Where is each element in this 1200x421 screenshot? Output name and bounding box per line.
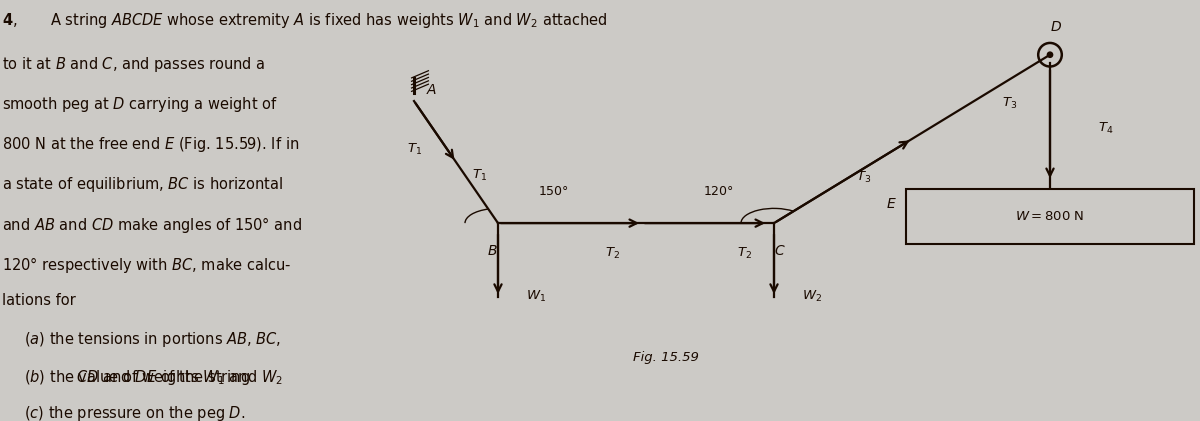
Text: to it at $\mathit{B}$ and $\mathit{C}$, and passes round a: to it at $\mathit{B}$ and $\mathit{C}$, … — [2, 55, 266, 74]
Text: a state of equilibrium, $\mathit{BC}$ is horizontal: a state of equilibrium, $\mathit{BC}$ is… — [2, 175, 283, 194]
Text: $T_2$: $T_2$ — [605, 246, 619, 261]
Text: $T_3$: $T_3$ — [1002, 96, 1018, 111]
Text: A string $\mathit{ABCDE}$ whose extremity $\mathit{A}$ is fixed has weights $\ma: A string $\mathit{ABCDE}$ whose extremit… — [50, 11, 608, 29]
Text: $T_1$: $T_1$ — [407, 142, 422, 157]
Ellipse shape — [1048, 52, 1052, 57]
Text: and $\mathit{AB}$ and $\mathit{CD}$ make angles of 150° and: and $\mathit{AB}$ and $\mathit{CD}$ make… — [2, 215, 302, 235]
Text: $B$: $B$ — [487, 244, 497, 258]
Text: $\mathbf{4}$,: $\mathbf{4}$, — [2, 11, 18, 29]
Text: $T_3$: $T_3$ — [857, 170, 871, 185]
Text: $W = 800\ \mathrm{N}$: $W = 800\ \mathrm{N}$ — [1015, 210, 1085, 223]
Text: ($b$) the value of weights $\mathit{W}_1$ and $\mathit{W}_2$: ($b$) the value of weights $\mathit{W}_1… — [24, 368, 283, 387]
Text: Fig. 15.59: Fig. 15.59 — [634, 352, 698, 364]
Text: ($c$) the pressure on the peg $\mathit{D}$.: ($c$) the pressure on the peg $\mathit{D… — [24, 404, 245, 421]
Text: $W_1$: $W_1$ — [526, 289, 546, 304]
Text: 120° respectively with $\mathit{BC}$, make calcu-: 120° respectively with $\mathit{BC}$, ma… — [2, 255, 292, 275]
Text: $A$: $A$ — [426, 83, 437, 97]
Text: lations for: lations for — [2, 293, 76, 308]
Text: $D$: $D$ — [1050, 20, 1062, 34]
FancyBboxPatch shape — [906, 189, 1194, 244]
Text: $T_1$: $T_1$ — [473, 168, 487, 183]
Text: $T_4$: $T_4$ — [1098, 121, 1114, 136]
Text: $\mathit{CD}$ and $\mathit{DE}$ of the string: $\mathit{CD}$ and $\mathit{DE}$ of the s… — [58, 368, 250, 387]
Text: $C$: $C$ — [774, 244, 786, 258]
Text: $E$: $E$ — [886, 197, 896, 211]
Text: ($a$) the tensions in portions $\mathit{AB}$, $\mathit{BC}$,: ($a$) the tensions in portions $\mathit{… — [24, 330, 281, 349]
Text: smooth peg at $\mathit{D}$ carrying a weight of: smooth peg at $\mathit{D}$ carrying a we… — [2, 95, 278, 114]
Text: $150°$: $150°$ — [538, 185, 569, 198]
Text: 800 N at the free end $\mathit{E}$ (Fig. 15.59). If in: 800 N at the free end $\mathit{E}$ (Fig.… — [2, 135, 300, 154]
Text: $120°$: $120°$ — [703, 185, 734, 198]
Text: $T_2$: $T_2$ — [737, 246, 751, 261]
Text: $W_2$: $W_2$ — [802, 289, 822, 304]
